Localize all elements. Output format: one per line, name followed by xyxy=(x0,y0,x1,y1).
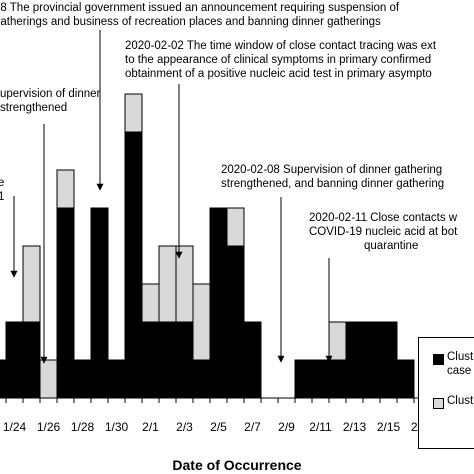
x-tick-label-2-11: 2/11 xyxy=(309,420,332,434)
annotation-dinner-supervision: upervision of dinner strengthened xyxy=(0,88,101,114)
legend: Clust case Clust xyxy=(418,337,474,449)
bar-2-1-series-0 xyxy=(141,321,160,399)
legend-swatch-cases xyxy=(433,354,444,365)
bar-1-27-series-1 xyxy=(56,169,75,209)
bar-1-28-series-0 xyxy=(73,359,92,399)
bar-1-23-series-0 xyxy=(0,359,7,399)
bar-1-24-series-0 xyxy=(5,321,24,399)
x-tick-label-1-30: 1/30 xyxy=(105,420,129,434)
bar-1-30-series-0 xyxy=(107,359,126,399)
bar-2-4-series-1 xyxy=(192,283,211,361)
x-tick-label-2-3: 2/3 xyxy=(176,420,193,434)
bar-1-25-series-1 xyxy=(22,245,41,323)
x-tick-label-2-1: 2/1 xyxy=(142,420,159,434)
annotation-left-cut: e 1 xyxy=(0,177,5,203)
bars-layer xyxy=(0,93,474,399)
bar-2-7-series-0 xyxy=(243,321,262,399)
annotation-2020-02-02: 2020-02-02 The time window of close cont… xyxy=(125,40,437,80)
annotation-2020-02-08: 2020-02-08 Supervision of dinner gatheri… xyxy=(221,164,445,190)
bar-2-14-series-0 xyxy=(362,321,381,399)
bar-1-25-series-0 xyxy=(22,321,41,399)
bar-2-6-series-1 xyxy=(226,207,245,247)
bar-2-12-series-0 xyxy=(328,359,347,399)
bar-1-31-series-1 xyxy=(124,93,143,133)
bar-2-2-series-1 xyxy=(158,245,177,323)
legend-label-cases-line2: case xyxy=(447,365,472,377)
x-tick-label-2-5: 2/5 xyxy=(210,420,227,434)
bar-2-3-series-0 xyxy=(175,321,194,399)
bar-2-16-series-0 xyxy=(396,359,415,399)
bar-2-12-series-1 xyxy=(328,321,347,361)
bar-2-4-series-0 xyxy=(192,359,211,399)
bar-1-29-series-0 xyxy=(90,207,109,399)
bar-2-11-series-0 xyxy=(311,359,330,399)
x-tick-label-2-15: 2/15 xyxy=(377,420,401,434)
annotation-provincial-announcement: 28 The provincial government issued an a… xyxy=(0,2,400,28)
bar-2-13-series-0 xyxy=(345,321,364,399)
annotation-2020-02-11: 2020-02-11 Close contacts w COVID-19 nuc… xyxy=(309,212,458,252)
x-tick-label-2-9: 2/9 xyxy=(278,420,295,434)
legend-swatch-clusters xyxy=(433,398,444,409)
bar-2-15-series-0 xyxy=(379,321,398,399)
axis-layer: 1/24 1/26 1/28 1/30 2/1 2/3 2/5 2/7 2/9 2/11 2/13 2… xyxy=(0,397,474,434)
bar-1-27-series-0 xyxy=(56,207,75,399)
x-axis-title: Date of Occurrence xyxy=(172,457,302,473)
bar-2-5-series-0 xyxy=(209,207,228,399)
bar-2-6-series-0 xyxy=(226,245,245,399)
bar-1-31-series-0 xyxy=(124,131,143,399)
x-tick-label-1-26: 1/26 xyxy=(37,420,61,434)
x-tick-label-1-24: 1/24 xyxy=(3,420,27,434)
legend-label-cases-line1: Clust xyxy=(447,351,474,363)
bar-2-1-series-1 xyxy=(141,283,160,323)
x-tick-label-1-28: 1/28 xyxy=(71,420,95,434)
bar-2-2-series-0 xyxy=(158,321,177,399)
bar-2-10-series-0 xyxy=(294,359,313,399)
arrows-layer xyxy=(10,30,333,364)
bar-1-26-series-1 xyxy=(39,359,58,399)
x-tick-label-2-7: 2/7 xyxy=(244,420,261,434)
x-tick-label-2-13: 2/13 xyxy=(343,420,367,434)
legend-label-clusters: Clust xyxy=(447,395,474,407)
